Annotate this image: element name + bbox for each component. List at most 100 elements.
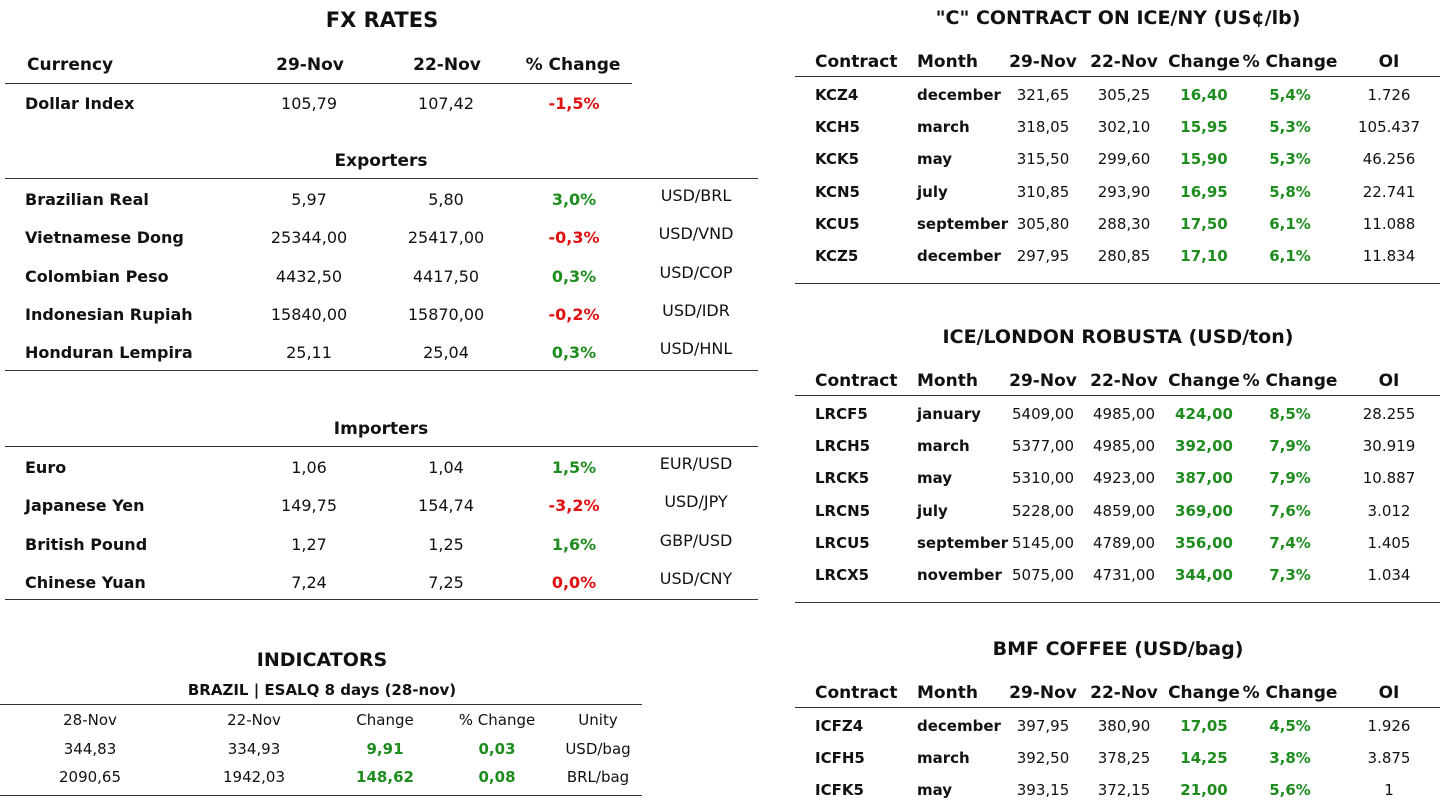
rule xyxy=(795,283,1440,284)
contract-cell: 5228,00 xyxy=(1011,501,1075,520)
contract-cell: 4923,00 xyxy=(1092,469,1156,488)
contract-cell: KCK5 xyxy=(815,150,860,169)
currency-name: Honduran Lempira xyxy=(25,343,193,363)
column-header: 29-Nov xyxy=(1009,371,1077,391)
contract-cell: KCZ5 xyxy=(815,247,859,265)
contract-title: "C" CONTRACT ON ICE/NY (US¢/lb) xyxy=(935,7,1301,29)
contract-cell: may xyxy=(917,781,953,800)
column-header: Contract xyxy=(815,52,898,72)
rate-prev: 15870,00 xyxy=(407,304,485,324)
contract-cell: 7,9% xyxy=(1269,469,1311,488)
contract-cell: 356,00 xyxy=(1175,533,1233,552)
section-title: Importers xyxy=(333,419,429,439)
column-header: % Change xyxy=(458,711,536,729)
indicator-cell: 0,08 xyxy=(478,768,516,786)
contract-cell: 1.926 xyxy=(1367,717,1411,735)
column-header: % Change xyxy=(1242,371,1338,391)
contract-cell: 297,95 xyxy=(1016,247,1070,265)
contract-cell: 318,05 xyxy=(1016,118,1070,137)
contract-cell: 11.088 xyxy=(1362,214,1416,233)
column-header: Contract xyxy=(815,683,898,703)
contract-cell: 5377,00 xyxy=(1011,437,1075,456)
contract-cell: LRCU5 xyxy=(815,533,870,552)
rule xyxy=(5,446,758,447)
pct-change: 0,0% xyxy=(551,572,597,592)
indicator-cell: 334,93 xyxy=(227,740,281,758)
contract-cell: 7,6% xyxy=(1269,501,1311,520)
rule xyxy=(5,370,758,371)
contract-cell: 17,50 xyxy=(1180,214,1228,233)
contract-cell: may xyxy=(917,469,953,488)
contract-cell: september xyxy=(917,214,1009,233)
contract-cell: 7,4% xyxy=(1269,533,1311,552)
currency-name: British Pound xyxy=(25,534,148,554)
contract-cell: 8,5% xyxy=(1269,405,1311,423)
contract-cell: december xyxy=(917,247,1001,265)
contract-cell: may xyxy=(917,150,953,169)
column-header: 29-Nov xyxy=(1009,683,1077,703)
contract-cell: march xyxy=(917,118,970,137)
column-header: Change xyxy=(1168,52,1240,72)
contract-cell: 30.919 xyxy=(1362,437,1416,456)
currency-pair: USD/CNY xyxy=(659,568,733,588)
contract-cell: 5,4% xyxy=(1269,86,1311,104)
contract-cell: 3.875 xyxy=(1367,749,1411,768)
rule xyxy=(5,599,758,600)
contract-cell: july xyxy=(917,501,948,520)
rule xyxy=(5,83,632,84)
column-header: Month xyxy=(917,683,978,703)
rate-now: 25,11 xyxy=(286,343,332,363)
rate-prev: 107,42 xyxy=(418,94,474,113)
contract-cell: 7,9% xyxy=(1269,437,1311,456)
column-header: % Change xyxy=(1242,52,1338,72)
rule xyxy=(795,395,1440,396)
contract-cell: 4789,00 xyxy=(1092,533,1156,552)
indicator-cell: USD/bag xyxy=(565,740,631,758)
contract-cell: 10.887 xyxy=(1362,469,1416,488)
contract-cell: 3.012 xyxy=(1367,501,1411,520)
column-header: Month xyxy=(917,371,978,391)
contract-cell: 4985,00 xyxy=(1092,405,1156,423)
currency-pair: GBP/USD xyxy=(659,530,733,550)
contract-cell: 299,60 xyxy=(1097,150,1151,169)
currency-pair: USD/JPY xyxy=(664,492,728,512)
contract-title: ICE/LONDON ROBUSTA (USD/ton) xyxy=(942,326,1294,348)
currency-name: Chinese Yuan xyxy=(25,572,146,592)
currency-pair: EUR/USD xyxy=(659,454,733,473)
column-header: 29-Nov xyxy=(1009,52,1077,72)
contract-cell: 305,25 xyxy=(1097,86,1151,104)
contract-cell: 7,3% xyxy=(1269,566,1311,584)
indicator-cell: 344,83 xyxy=(63,740,117,758)
contract-cell: september xyxy=(917,533,1009,552)
contract-cell: 28.255 xyxy=(1362,405,1416,423)
contract-cell: 5075,00 xyxy=(1011,566,1075,584)
indicator-cell: 148,62 xyxy=(356,768,414,786)
contract-cell: 397,95 xyxy=(1016,717,1070,735)
contract-cell: 14,25 xyxy=(1180,749,1228,768)
contract-cell: LRCF5 xyxy=(815,405,868,423)
rate-prev: 25,04 xyxy=(423,343,469,363)
currency-name: Japanese Yen xyxy=(25,496,145,516)
contract-cell: 16,40 xyxy=(1180,86,1228,104)
currency-pair: USD/IDR xyxy=(662,300,730,320)
currency-name: Vietnamese Dong xyxy=(25,228,184,248)
rate-now: 1,27 xyxy=(291,534,327,554)
rate-now: 105,79 xyxy=(281,94,337,113)
rate-now: 149,75 xyxy=(281,496,337,516)
rate-prev: 4417,50 xyxy=(412,266,480,286)
indicator-cell: 9,91 xyxy=(366,740,404,758)
currency-pair: USD/BRL xyxy=(660,186,732,205)
contract-cell: july xyxy=(917,182,948,201)
rate-now: 15840,00 xyxy=(270,304,348,324)
contract-cell: ICFZ4 xyxy=(815,717,864,735)
rule xyxy=(795,707,1440,708)
pct-change: 0,3% xyxy=(551,266,597,286)
contract-cell: january xyxy=(917,405,981,423)
contract-cell: 288,30 xyxy=(1097,214,1151,233)
rate-prev: 25417,00 xyxy=(407,228,485,248)
column-header: 28-Nov xyxy=(63,711,117,729)
contract-cell: 372,15 xyxy=(1097,781,1151,800)
contract-cell: 387,00 xyxy=(1175,469,1233,488)
column-header: Change xyxy=(1168,683,1240,703)
contract-cell: 1.726 xyxy=(1367,86,1411,104)
